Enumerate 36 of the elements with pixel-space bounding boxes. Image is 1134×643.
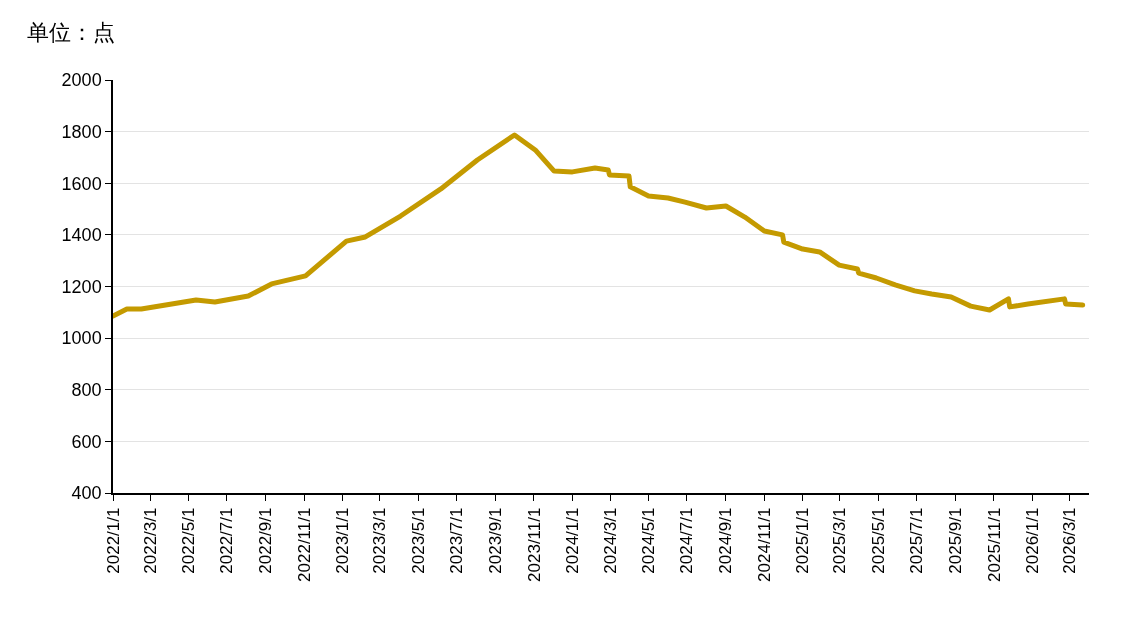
y-tick-label: 1000 [61,328,102,349]
x-tick-label: 2024/3/1 [600,507,620,574]
x-tick-label: 2025/9/1 [946,507,966,574]
y-tick-label: 1400 [61,225,102,246]
x-tick-label: 2025/1/1 [793,507,813,574]
y-tick-label: 1600 [61,173,102,194]
y-tick-label: 600 [71,431,102,452]
x-tick-label: 2025/5/1 [868,507,888,574]
x-tick-label: 2022/3/1 [140,507,160,574]
y-axis-title: 单位：点 [27,20,115,45]
y-tick-label: 1200 [61,276,102,297]
x-tick-label: 2023/9/1 [486,507,506,574]
x-tick-label: 2023/1/1 [333,507,353,574]
x-tick-label: 2022/9/1 [256,507,276,574]
y-tick-label: 2000 [61,70,102,91]
x-tick-label: 2023/11/1 [524,507,544,582]
y-tick-label: 400 [71,483,102,504]
x-tick-label: 2023/7/1 [447,507,467,574]
x-tick-label: 2025/7/1 [907,507,927,574]
x-tick-label: 2024/7/1 [677,507,697,574]
x-tick-label: 2025/11/1 [984,507,1004,582]
x-tick-label: 2023/5/1 [408,507,428,574]
x-tick-label: 2022/11/1 [294,507,314,582]
x-tick-label: 2026/3/1 [1060,507,1080,574]
y-tick-label: 800 [71,380,102,401]
x-tick-label: 2022/5/1 [179,507,199,574]
x-tick-label: 2025/3/1 [830,507,850,574]
y-tick-label: 1800 [61,121,102,142]
x-tick-label: 2024/1/1 [562,507,582,574]
x-tick-label: 2022/1/1 [103,507,123,574]
x-tick-label: 2022/7/1 [217,507,237,574]
x-tick-label: 2024/5/1 [639,507,659,574]
x-tick-label: 2026/1/1 [1022,507,1042,574]
x-tick-label: 2024/9/1 [716,507,736,574]
x-tick-label: 2023/3/1 [370,507,390,574]
x-tick-label: 2024/11/1 [754,507,774,582]
